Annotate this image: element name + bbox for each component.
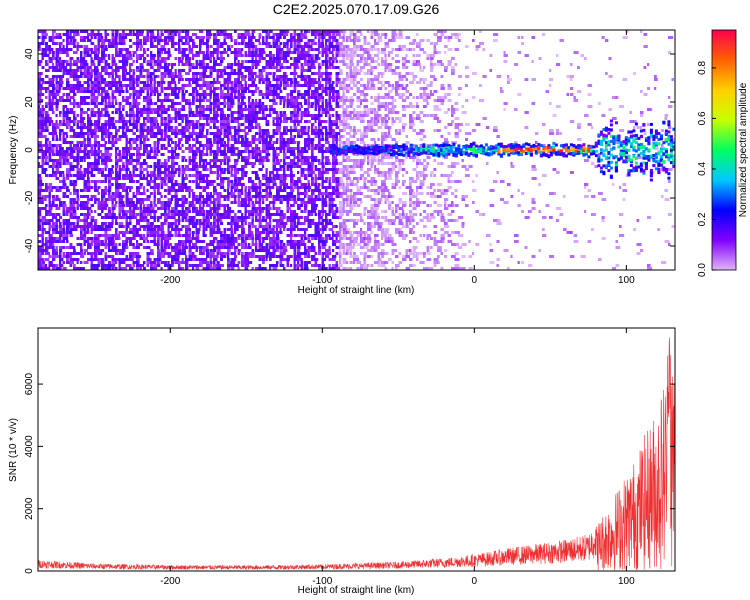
colorbar-gradient [711, 29, 737, 271]
top-y-ticks: -40 -20 0 20 40 [24, 48, 675, 253]
y-tick-label: 0 [24, 568, 35, 574]
spectrogram-cells [38, 30, 675, 270]
bottom-x-axis-label: Height of straight line (km) [298, 585, 415, 596]
top-x-ticks: -200 -100 0 100 [160, 30, 635, 286]
colorbar: 0.0 0.2 0.4 0.6 0.8 Normalized spectral ampl… [697, 29, 749, 277]
y-tick-label: 20 [24, 96, 35, 108]
colorbar-tick-label: 0.8 [697, 61, 708, 75]
y-tick-label: 6000 [24, 373, 35, 396]
y-tick-label: 0 [24, 147, 35, 153]
snr-series-line [38, 337, 675, 571]
x-tick-label: 0 [472, 576, 478, 587]
colorbar-tick-label: 0.0 [697, 263, 708, 277]
y-tick-label: -20 [24, 190, 35, 205]
bottom-y-ticks: 0 2000 4000 6000 [24, 373, 675, 574]
y-tick-label: -40 [24, 238, 35, 253]
x-tick-label: -100 [312, 576, 332, 587]
x-tick-label: 100 [618, 576, 635, 587]
x-tick-label: -200 [160, 576, 180, 587]
colorbar-tick-label: 0.2 [697, 212, 708, 226]
colorbar-tick-label: 0.6 [697, 111, 708, 125]
top-y-axis-label: Frequency (Hz) [8, 116, 19, 185]
bottom-x-ticks: -200 -100 0 100 [160, 328, 635, 587]
y-tick-label: 4000 [24, 435, 35, 458]
x-tick-label: 0 [472, 275, 478, 286]
colorbar-tick-label: 0.4 [697, 162, 708, 176]
y-tick-label: 40 [24, 48, 35, 60]
chart-title: C2E2.2025.070.17.09.G26 [272, 1, 440, 17]
x-tick-label: -100 [312, 275, 332, 286]
colorbar-ticks: 0.0 0.2 0.4 0.6 0.8 [697, 61, 716, 277]
top-x-axis-label: Height of straight line (km) [298, 285, 415, 296]
bottom-y-axis-label: SNR (10 * v/v) [8, 418, 19, 482]
x-tick-label: 100 [618, 275, 635, 286]
x-tick-label: -200 [160, 275, 180, 286]
colorbar-label: Normalized spectral amplitude [738, 82, 749, 217]
y-tick-label: 2000 [24, 497, 35, 520]
